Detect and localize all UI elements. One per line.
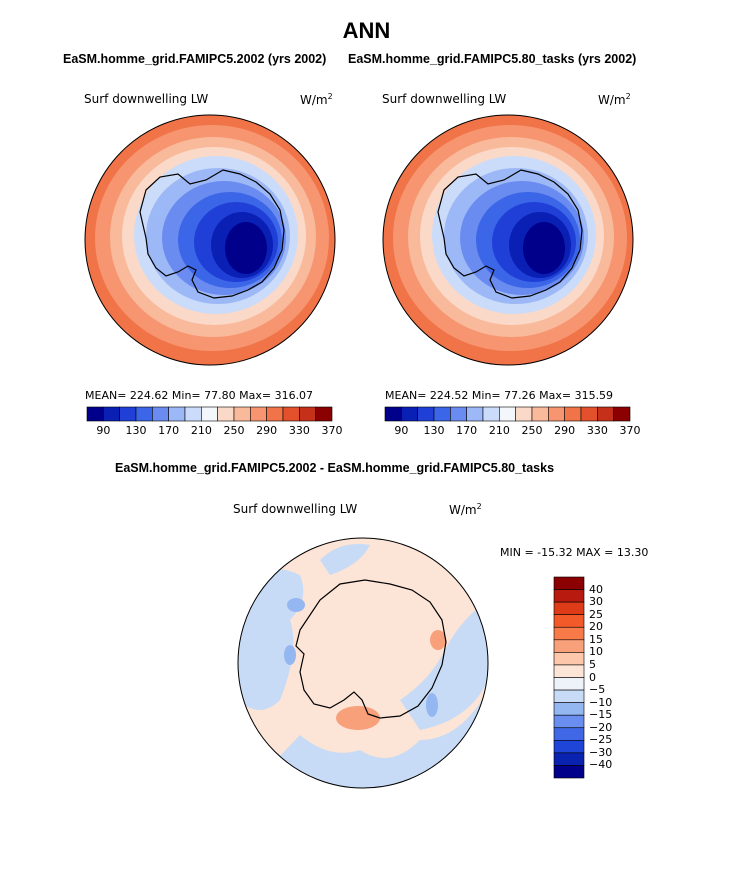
colorbar-swatch: [168, 406, 186, 422]
panel-a-map: [84, 114, 336, 366]
colorbar-swatch: [553, 714, 585, 729]
colorbar-tick-label: 170: [456, 424, 478, 437]
panel-b-units-label: W/m2: [598, 92, 631, 107]
panel-b-stats: MEAN= 224.52 Min= 77.26 Max= 315.59: [385, 389, 614, 402]
colorbar-tick-label: 210: [190, 424, 212, 437]
colorbar-swatch: [553, 752, 585, 766]
colorbar-swatch: [315, 406, 333, 422]
colorbar-swatch: [266, 406, 284, 422]
colorbar-swatch: [384, 406, 402, 422]
colorbar-swatch: [119, 406, 137, 422]
colorbar-swatch: [401, 406, 418, 422]
colorbar-swatch: [553, 626, 585, 641]
colorbar-tick-label: 90: [394, 424, 409, 437]
colorbar-swatch: [553, 765, 585, 779]
colorbar-swatch: [86, 406, 104, 422]
colorbar-tick-label: −10: [589, 695, 613, 709]
colorbar-swatch: [282, 406, 300, 422]
panel-a-variable-label: Surf downwelling LW: [84, 92, 209, 106]
colorbar-tick-label: 370: [619, 424, 641, 437]
diff-units-label: W/m2: [449, 502, 482, 517]
colorbar-tick-label: 10: [589, 645, 603, 659]
colorbar-tick-label: 250: [521, 424, 543, 437]
colorbar-tick-label: −15: [589, 708, 613, 722]
panel-b-variable-label: Surf downwelling LW: [382, 92, 507, 106]
panel-b-map: [382, 114, 634, 366]
colorbar-tick-label: −5: [589, 683, 606, 697]
colorbar-tick-label: 170: [158, 424, 180, 437]
colorbar-tick-label: −30: [589, 745, 613, 759]
main-title: ANN: [342, 18, 391, 43]
colorbar-tick-label: 130: [125, 424, 147, 437]
panel-a-case-title: EaSM.homme_grid.FAMIPC5.2002 (yrs 2002): [63, 52, 327, 66]
colorbar-swatch: [135, 406, 153, 422]
colorbar-swatch: [580, 406, 598, 422]
panel-a-stats: MEAN= 224.62 Min= 77.80 Max= 316.07: [85, 389, 314, 402]
colorbar-swatch: [531, 406, 549, 422]
colorbar-tick-label: −40: [589, 758, 613, 772]
colorbar-tick-label: 90: [96, 424, 111, 437]
colorbar-tick-label: 25: [589, 607, 603, 621]
colorbar-tick-label: −20: [589, 720, 613, 734]
colorbar-swatch: [553, 652, 585, 666]
colorbar-tick-label: 370: [321, 424, 343, 437]
colorbar-tick-label: 20: [589, 620, 603, 634]
diff-colorbar: [553, 576, 585, 779]
colorbar-swatch: [233, 406, 251, 422]
colorbar-swatch: [553, 689, 585, 703]
diff-variable-label: Surf downwelling LW: [233, 502, 358, 516]
colorbar-tick-label: 290: [256, 424, 278, 437]
colorbar-swatch: [553, 601, 585, 615]
colorbar-tick-label: 15: [589, 632, 603, 646]
colorbar-swatch: [553, 639, 585, 653]
panel-b-case-title: EaSM.homme_grid.FAMIPC5.80_tasks (yrs 20…: [348, 52, 637, 66]
colorbar-swatch: [433, 406, 451, 422]
colorbar-tick-label: 330: [288, 424, 310, 437]
colorbar-swatch: [553, 664, 585, 678]
colorbar-swatch: [184, 406, 202, 422]
colorbar-swatch: [553, 740, 585, 754]
colorbar-swatch: [450, 406, 467, 422]
colorbar-tick-label: 330: [586, 424, 608, 437]
colorbar-swatch: [201, 406, 218, 422]
colorbar-tick-label: 30: [589, 595, 603, 609]
colorbar-swatch: [515, 406, 533, 422]
diff-minmax: MIN = -15.32 MAX = 13.30: [500, 546, 649, 559]
colorbar-swatch: [553, 727, 585, 741]
colorbar-swatch: [466, 406, 484, 422]
colorbar-swatch: [553, 702, 585, 716]
colorbar-tick-label: −25: [589, 733, 613, 747]
panel-a-colorbar: [86, 406, 333, 422]
colorbar-swatch: [553, 614, 585, 628]
colorbar-tick-label: 210: [488, 424, 510, 437]
colorbar-swatch: [250, 406, 267, 422]
colorbar-swatch: [299, 406, 316, 422]
diff-case-title: EaSM.homme_grid.FAMIPC5.2002 - EaSM.homm…: [115, 461, 555, 475]
diff-map: [237, 537, 489, 789]
colorbar-swatch: [553, 589, 585, 603]
colorbar-swatch: [417, 406, 435, 422]
colorbar-tick-label: 0: [589, 670, 596, 684]
colorbar-swatch: [564, 406, 582, 422]
colorbar-tick-label: 250: [223, 424, 245, 437]
colorbar-swatch: [217, 406, 235, 422]
colorbar-tick-label: 130: [423, 424, 445, 437]
colorbar-swatch: [553, 576, 585, 590]
panel-b-colorbar: [384, 406, 631, 422]
colorbar-swatch: [103, 406, 120, 422]
colorbar-swatch: [482, 406, 500, 422]
colorbar-swatch: [152, 406, 169, 422]
panel-a-units-label: W/m2: [300, 92, 333, 107]
colorbar-tick-label: 40: [589, 582, 603, 596]
colorbar-tick-label: 290: [554, 424, 576, 437]
colorbar-swatch: [499, 406, 516, 422]
colorbar-swatch: [613, 406, 631, 422]
colorbar-tick-label: 5: [589, 657, 596, 671]
colorbar-swatch: [597, 406, 614, 422]
colorbar-swatch: [548, 406, 565, 422]
colorbar-swatch: [553, 677, 585, 691]
